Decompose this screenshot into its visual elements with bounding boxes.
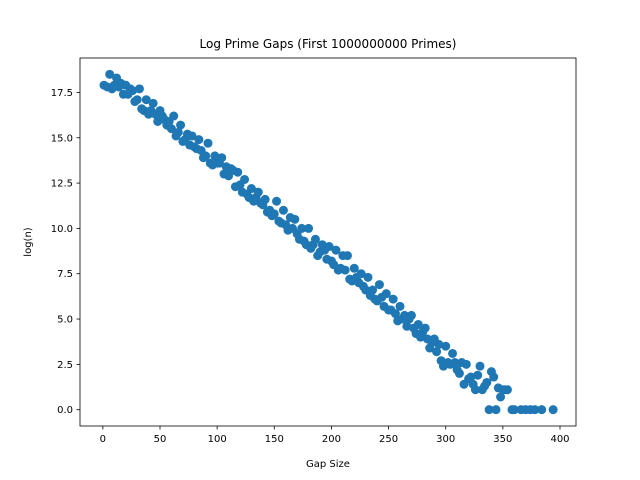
scatter-point — [210, 151, 220, 161]
scatter-point — [187, 131, 197, 141]
scatter-point — [194, 135, 204, 145]
x-tick-label: 50 — [154, 434, 167, 445]
scatter-point — [368, 285, 378, 295]
scatter-point — [537, 405, 547, 415]
scatter-point — [201, 151, 211, 161]
plot-area-frame — [79, 57, 577, 427]
scatter-point — [482, 377, 492, 387]
scatter-point — [454, 368, 464, 378]
scatter-point — [173, 127, 183, 137]
y-tick-label: 17.5 — [51, 88, 73, 99]
scatter-point — [169, 111, 179, 121]
scatter-point — [356, 269, 366, 279]
scatter-point — [420, 323, 430, 333]
scatter-point — [530, 405, 540, 415]
x-tick-label: 300 — [436, 434, 455, 445]
scatter-point — [390, 309, 400, 319]
scatter-point — [470, 385, 480, 395]
scatter-point — [340, 265, 350, 275]
scatter-point — [388, 294, 398, 304]
scatter-point — [484, 405, 494, 415]
points-layer — [99, 69, 558, 415]
scatter-point — [141, 95, 151, 105]
scatter-point — [246, 184, 256, 194]
x-axis-ticks: 0 50 100 150 200 250 300 350 400 — [100, 426, 570, 445]
scatter-point — [176, 120, 186, 130]
scatter-point — [475, 361, 485, 371]
scatter-point — [502, 385, 512, 395]
scatter-point — [272, 196, 282, 206]
scatter-point — [310, 234, 320, 244]
scatter-point — [461, 359, 471, 369]
scatter-point — [233, 167, 243, 177]
scatter-point — [304, 223, 314, 233]
scatter-point — [253, 187, 263, 197]
scatter-point — [297, 223, 307, 233]
scatter-point — [105, 69, 115, 79]
scatter-point — [290, 214, 300, 224]
y-tick-label: 15.0 — [51, 133, 73, 144]
scatter-point — [434, 339, 444, 349]
y-tick-label: 2.5 — [57, 360, 73, 371]
scatter-point — [413, 319, 423, 329]
y-tick-label: 5.0 — [57, 315, 73, 326]
x-tick-label: 0 — [100, 434, 106, 445]
scatter-point — [349, 263, 359, 273]
chart-title: Log Prime Gaps (First 1000000000 Primes) — [200, 37, 457, 51]
y-tick-label: 7.5 — [57, 269, 73, 280]
scatter-point — [509, 405, 519, 415]
scatter-point — [406, 310, 416, 320]
scatter-point — [134, 84, 144, 94]
scatter-point — [466, 372, 476, 382]
scatter-point — [260, 194, 270, 204]
x-tick-label: 150 — [265, 434, 284, 445]
x-tick-label: 350 — [493, 434, 512, 445]
scatter-point — [381, 289, 391, 299]
scatter-point — [128, 86, 138, 96]
scatter-point — [132, 95, 142, 105]
scatter-point — [473, 370, 483, 380]
scatter-point — [269, 209, 279, 219]
y-tick-label: 12.5 — [51, 179, 73, 190]
scatter-point — [489, 372, 499, 382]
x-tick-label: 100 — [208, 434, 227, 445]
scatter-point — [324, 242, 334, 252]
x-tick-label: 250 — [379, 434, 398, 445]
y-tick-label: 0.0 — [57, 405, 73, 416]
scatter-point — [342, 251, 352, 261]
y-axis-label: log(n) — [23, 227, 34, 256]
scatter-point — [240, 174, 250, 184]
scatter-point — [450, 358, 460, 368]
scatter-point — [203, 138, 213, 148]
scatter-point — [331, 245, 341, 255]
y-axis-ticks: 0.0 2.5 5.0 7.5 10.0 12.5 15.0 17.5 — [51, 88, 80, 416]
x-tick-label: 400 — [550, 434, 569, 445]
x-axis-label: Gap Size — [306, 459, 350, 470]
scatter-point — [432, 347, 442, 357]
y-tick-label: 10.0 — [51, 224, 73, 235]
scatter-point — [448, 348, 458, 358]
x-tick-label: 200 — [322, 434, 341, 445]
scatter-point — [441, 341, 451, 351]
scatter-point — [548, 405, 558, 415]
scatter-point — [496, 392, 506, 402]
scatter-point — [491, 405, 501, 415]
scatter-point — [374, 280, 384, 290]
scatter-point — [166, 124, 176, 134]
scatter-point — [148, 98, 158, 108]
scatter-point — [402, 321, 412, 331]
scatter-point — [363, 272, 373, 282]
scatter-point — [217, 153, 227, 163]
scatter-point — [278, 205, 288, 215]
scatter-point — [395, 301, 405, 311]
